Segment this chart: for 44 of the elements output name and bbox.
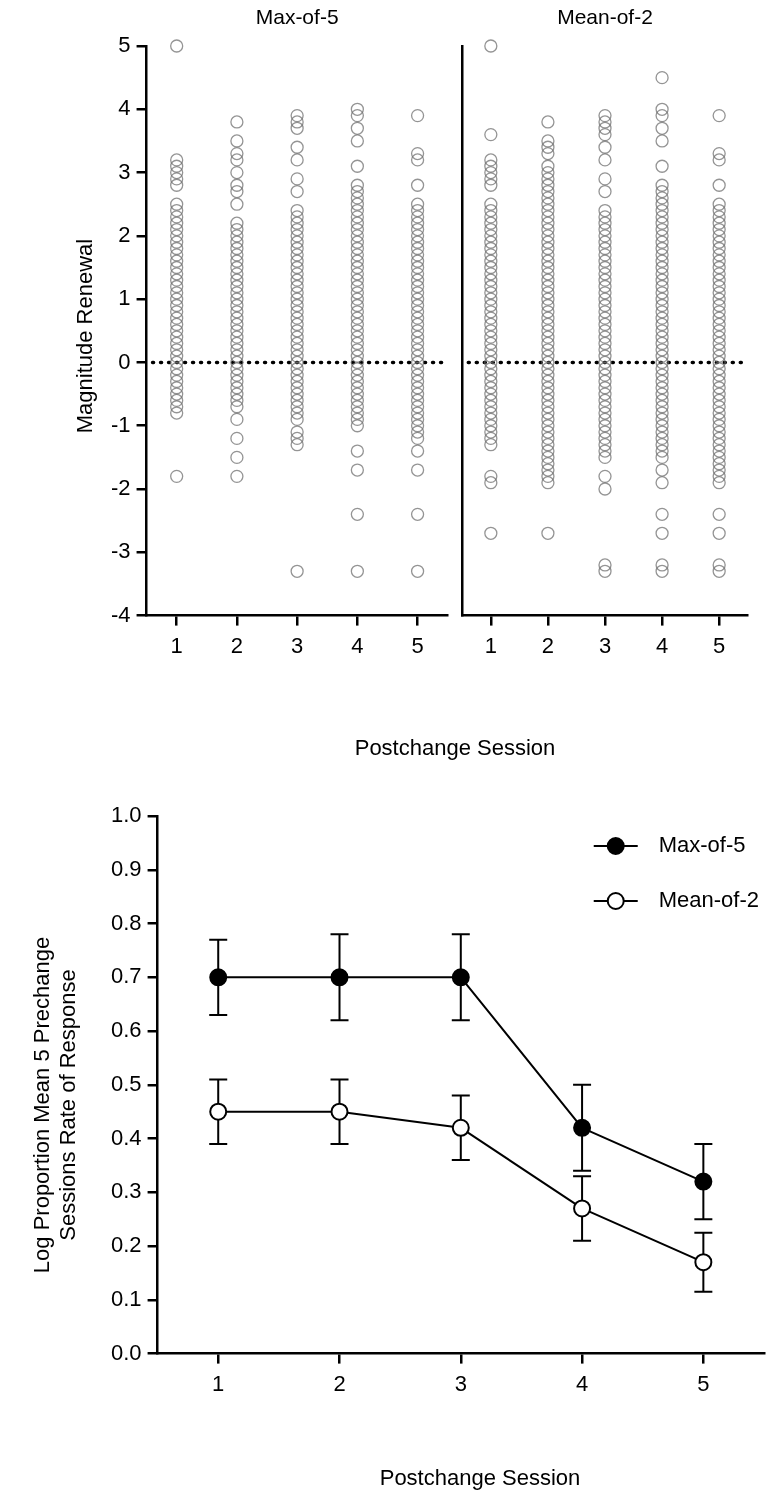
- x-axis-title: Postchange Session: [378, 1465, 582, 1492]
- x-tick-label: 2: [230, 632, 244, 658]
- x-tick-label: 4: [351, 632, 364, 658]
- x-tick-label: 4: [575, 1370, 589, 1396]
- y-tick-label: 2: [118, 221, 131, 247]
- y-tick-label: 0.8: [110, 909, 142, 935]
- x-tick-label: 3: [598, 632, 612, 658]
- x-tick-label: 3: [291, 632, 304, 658]
- y-tick-label: 0.6: [110, 1017, 142, 1043]
- x-tick-label: 1: [212, 1370, 225, 1396]
- y-tick-label: -1: [111, 411, 131, 437]
- y-tick-label: 1.0: [110, 802, 142, 828]
- x-tick-label: 1: [484, 632, 497, 658]
- y-tick-label: -3: [111, 538, 131, 564]
- y-tick-label: 1: [118, 285, 131, 311]
- y-tick-label: 0.0: [110, 1339, 142, 1365]
- y-tick-label: 0.3: [110, 1178, 142, 1204]
- y-tick-label: 0: [118, 348, 131, 374]
- y-tick-label: -2: [111, 475, 131, 501]
- legend-label: Mean-of-2: [658, 887, 760, 913]
- chart-title: Max-of-5: [255, 4, 339, 28]
- x-tick-label: 1: [170, 632, 183, 658]
- y-tick-label: 5: [118, 32, 131, 58]
- x-tick-label: 2: [333, 1370, 346, 1396]
- x-tick-label: 5: [713, 632, 726, 658]
- y-tick-label: 0.2: [110, 1232, 142, 1258]
- x-tick-label: 5: [697, 1370, 710, 1396]
- x-axis-title: Postchange Session: [353, 735, 557, 762]
- legend-label: Max-of-5: [658, 832, 746, 858]
- x-tick-label: 4: [655, 632, 669, 658]
- y-axis-title: Magnitude Renewal: [71, 237, 98, 436]
- y-tick-label: 3: [118, 158, 131, 184]
- y-axis-title: Log Proportion Mean 5 Prechange Sessions Rate of Response: [28, 935, 81, 1276]
- chart-title: Mean-of-2: [557, 4, 653, 28]
- y-tick-label: 0.9: [110, 855, 142, 881]
- y-tick-label: 0.1: [110, 1285, 142, 1311]
- x-tick-label: 3: [454, 1370, 467, 1396]
- y-tick-label: -4: [111, 601, 131, 627]
- y-tick-label: 4: [118, 95, 131, 121]
- y-tick-label: 0.5: [110, 1070, 142, 1096]
- x-tick-label: 5: [411, 632, 424, 658]
- y-tick-label: 0.4: [110, 1124, 142, 1150]
- y-tick-label: 0.7: [110, 963, 142, 989]
- x-tick-label: 2: [541, 632, 555, 658]
